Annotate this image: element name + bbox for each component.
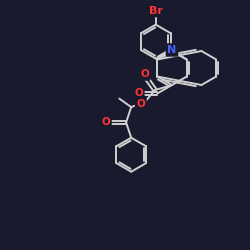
Text: O: O bbox=[140, 69, 149, 79]
Text: O: O bbox=[136, 99, 145, 109]
Text: O: O bbox=[134, 88, 143, 99]
Text: Br: Br bbox=[149, 6, 163, 16]
Text: O: O bbox=[102, 118, 110, 128]
Text: N: N bbox=[168, 45, 176, 55]
